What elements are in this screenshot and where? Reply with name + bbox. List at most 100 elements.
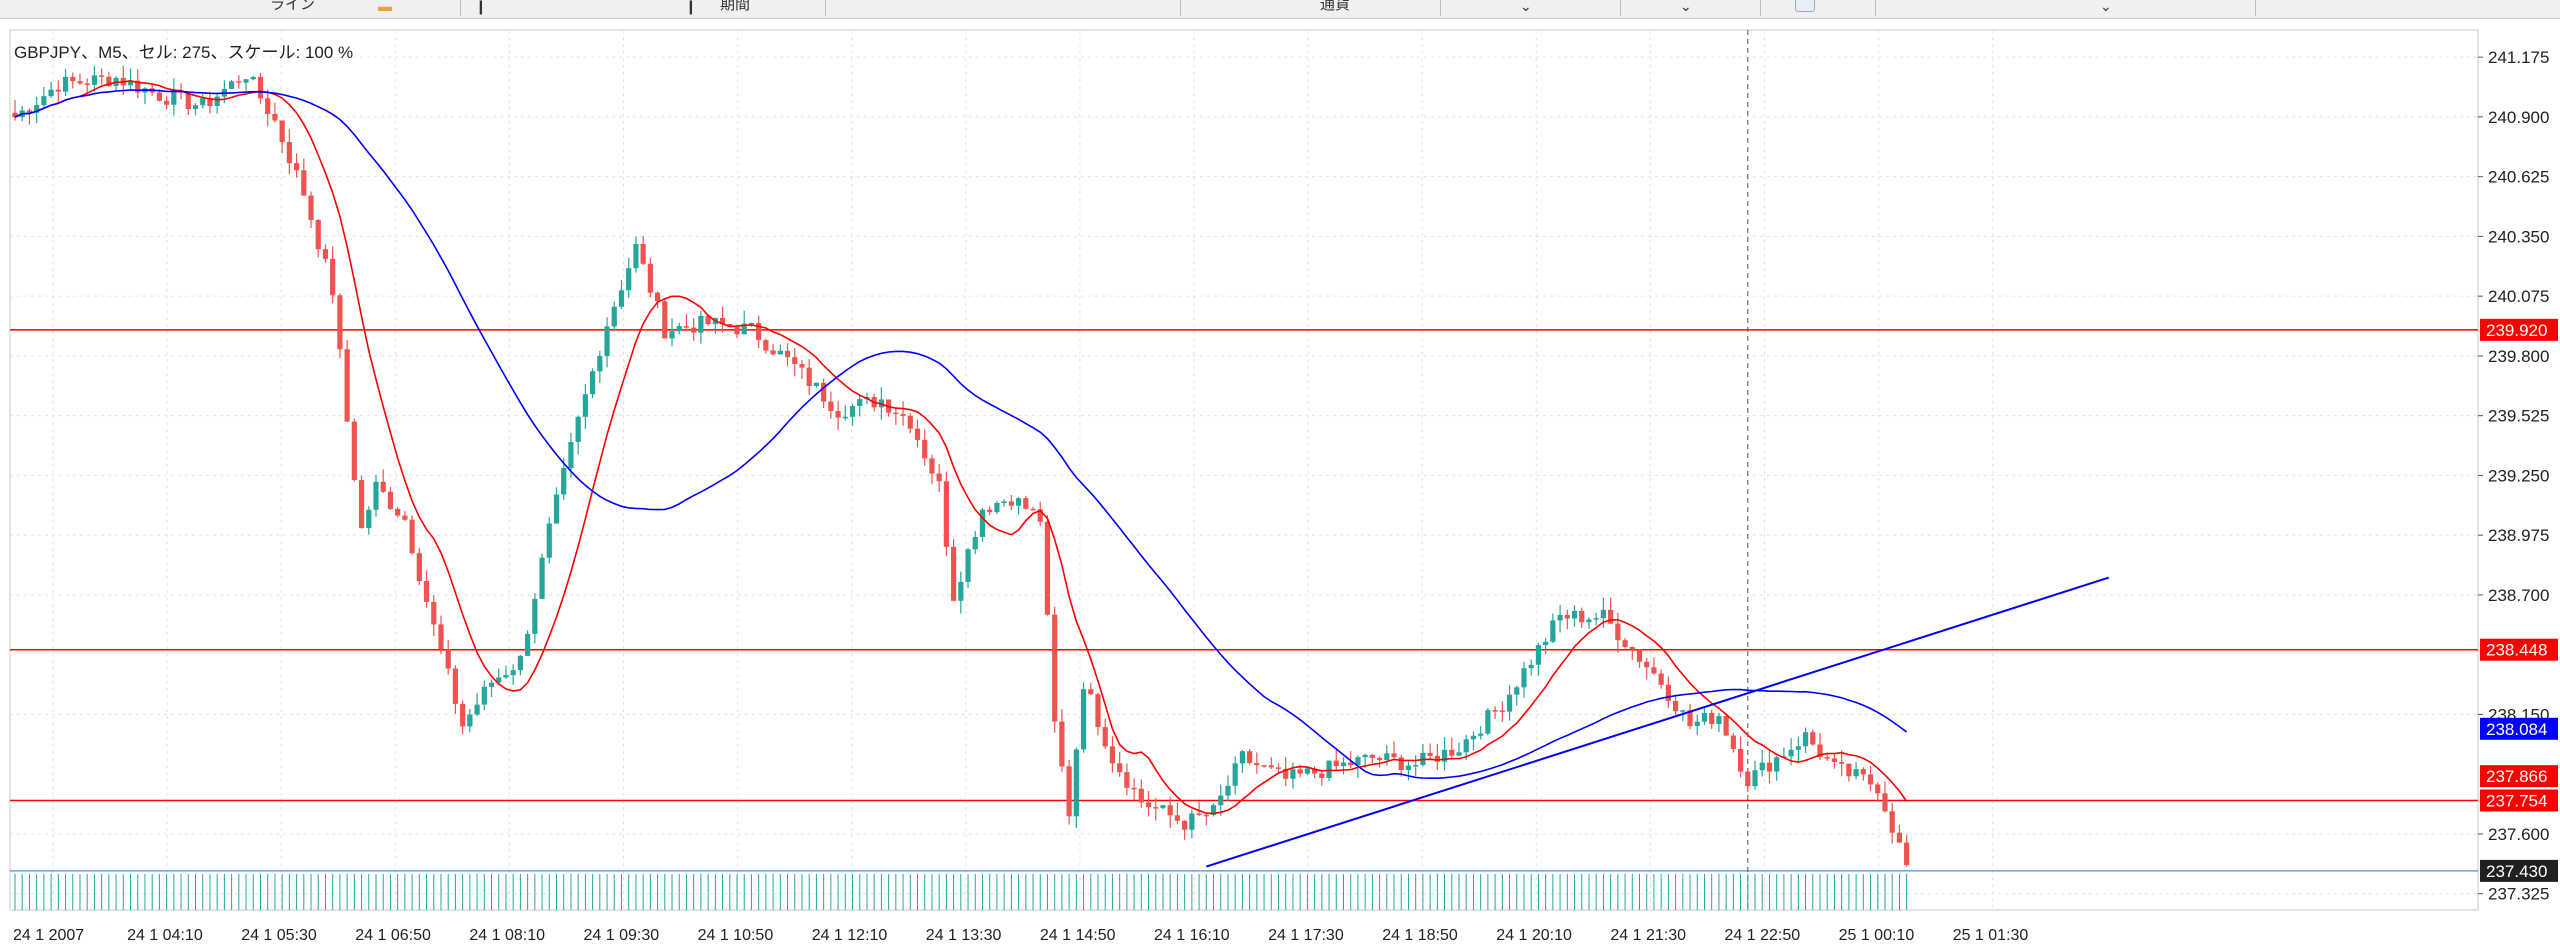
candle-body: [849, 405, 856, 417]
x-tick-label: 24 1 05:30: [241, 927, 317, 944]
candle-body: [257, 76, 264, 99]
candle-body: [539, 557, 545, 599]
toolbar-separator: [460, 0, 461, 16]
candle-body: [1730, 735, 1736, 749]
chevron-down-icon[interactable]: ⌄: [1520, 0, 1532, 14]
price-tag: [2480, 859, 2558, 882]
candle-body: [337, 295, 343, 350]
candle-body: [1348, 762, 1354, 766]
chevron-down-icon[interactable]: ⌄: [1680, 0, 1692, 14]
candle-body: [99, 75, 105, 77]
candle-body: [481, 686, 487, 705]
price-tag: [2480, 638, 2558, 661]
candle-body: [1044, 521, 1051, 615]
candle-body: [431, 601, 437, 625]
candle-body: [1073, 749, 1079, 817]
plot-frame: [9, 29, 2479, 911]
candle-body: [1846, 763, 1852, 777]
candle-body: [1398, 757, 1404, 771]
candle-body: [979, 509, 986, 537]
candle-body: [1304, 768, 1310, 774]
candle-body: [330, 258, 336, 296]
price-tag: [2480, 765, 2558, 788]
candle-body: [200, 98, 206, 106]
candle-icon[interactable]: ❙: [475, 0, 487, 14]
candle-body: [1160, 805, 1166, 808]
price-tag-label: 237.754: [2486, 791, 2547, 810]
candle-body: [1882, 793, 1888, 812]
candle-body: [1644, 661, 1650, 668]
fast-moving-average-line: [14, 79, 1908, 815]
toolbar-separator: [1875, 0, 1876, 16]
color-icon[interactable]: ▬: [378, 0, 392, 14]
y-tick-label: 240.625: [2488, 168, 2549, 187]
candle-body: [1218, 795, 1224, 806]
candle-body: [402, 515, 408, 520]
candle-body: [756, 322, 762, 341]
toggle-button[interactable]: [1795, 0, 1815, 12]
candle-body: [1333, 760, 1339, 766]
trendline: [1205, 576, 2110, 868]
candle-body: [452, 668, 459, 704]
candle-body: [91, 75, 98, 85]
toolbar-separator: [1620, 0, 1621, 16]
candle-body: [358, 480, 365, 528]
y-tick-label: 237.325: [2488, 885, 2549, 904]
candle-body: [1824, 757, 1830, 759]
candle-body: [1492, 710, 1498, 712]
candle-body: [1189, 813, 1195, 830]
candle-body: [460, 703, 466, 727]
price-tag-label: 237.866: [2486, 767, 2547, 786]
toolbar-line-button[interactable]: ライン: [270, 0, 316, 13]
candle-body: [654, 292, 661, 302]
y-tick-label: 240.900: [2488, 108, 2549, 127]
price-chart[interactable]: 241.175 240.900 240.625 240.350 240.075 239.8…: [0, 18, 2560, 948]
candle-icon[interactable]: ❙: [685, 0, 697, 14]
candle-body: [546, 523, 552, 558]
candle-body: [496, 677, 502, 683]
x-tick-label: 25 1 00:10: [1839, 927, 1915, 944]
candle-body: [1268, 765, 1274, 768]
candle-body: [1499, 710, 1505, 713]
candle-body: [1608, 609, 1614, 624]
x-tick-label: 24 1 22:50: [1725, 927, 1801, 944]
candle-body: [1052, 614, 1058, 722]
candle-body: [1355, 757, 1361, 766]
toolbar-symbol-button[interactable]: 通貨: [1320, 0, 1351, 13]
candle-body: [857, 399, 863, 406]
candle-body: [943, 481, 949, 547]
candle-body: [1463, 739, 1469, 753]
candle-body: [445, 649, 451, 669]
candle-body: [1586, 619, 1592, 623]
candle-body: [719, 317, 726, 324]
candle-body: [1875, 784, 1881, 794]
candle-body: [1001, 501, 1007, 503]
volume-bars: [14, 874, 1908, 910]
candle-body: [1557, 614, 1563, 621]
candle-body: [1896, 832, 1903, 843]
candle-body: [821, 382, 827, 402]
chevron-down-icon[interactable]: ⌄: [2100, 0, 2112, 14]
trendline[interactable]: [1205, 576, 2110, 868]
toolbar-period-button[interactable]: 期間: [720, 0, 751, 13]
candle-body: [1665, 684, 1671, 701]
candle-body: [662, 301, 668, 339]
candle-body: [510, 670, 516, 676]
candle-body: [1904, 842, 1910, 866]
candle-body: [1109, 746, 1116, 764]
x-tick-label: 24 1 17:30: [1268, 927, 1344, 944]
candle-body: [792, 357, 798, 365]
x-tick-label: 24 1 21:30: [1610, 927, 1686, 944]
candle-body: [1470, 735, 1477, 740]
x-tick-label: 24 1 18:50: [1382, 927, 1458, 944]
candle-body: [488, 682, 495, 687]
candle-body: [1080, 689, 1087, 750]
candle-body: [553, 494, 560, 524]
candle-body: [1651, 667, 1657, 674]
candle-body: [568, 442, 574, 469]
candle-body: [951, 546, 957, 601]
candle-body: [835, 411, 841, 418]
x-tick-label: 24 1 20:10: [1496, 927, 1572, 944]
candle-body: [633, 244, 639, 269]
candle-body: [1535, 645, 1542, 665]
